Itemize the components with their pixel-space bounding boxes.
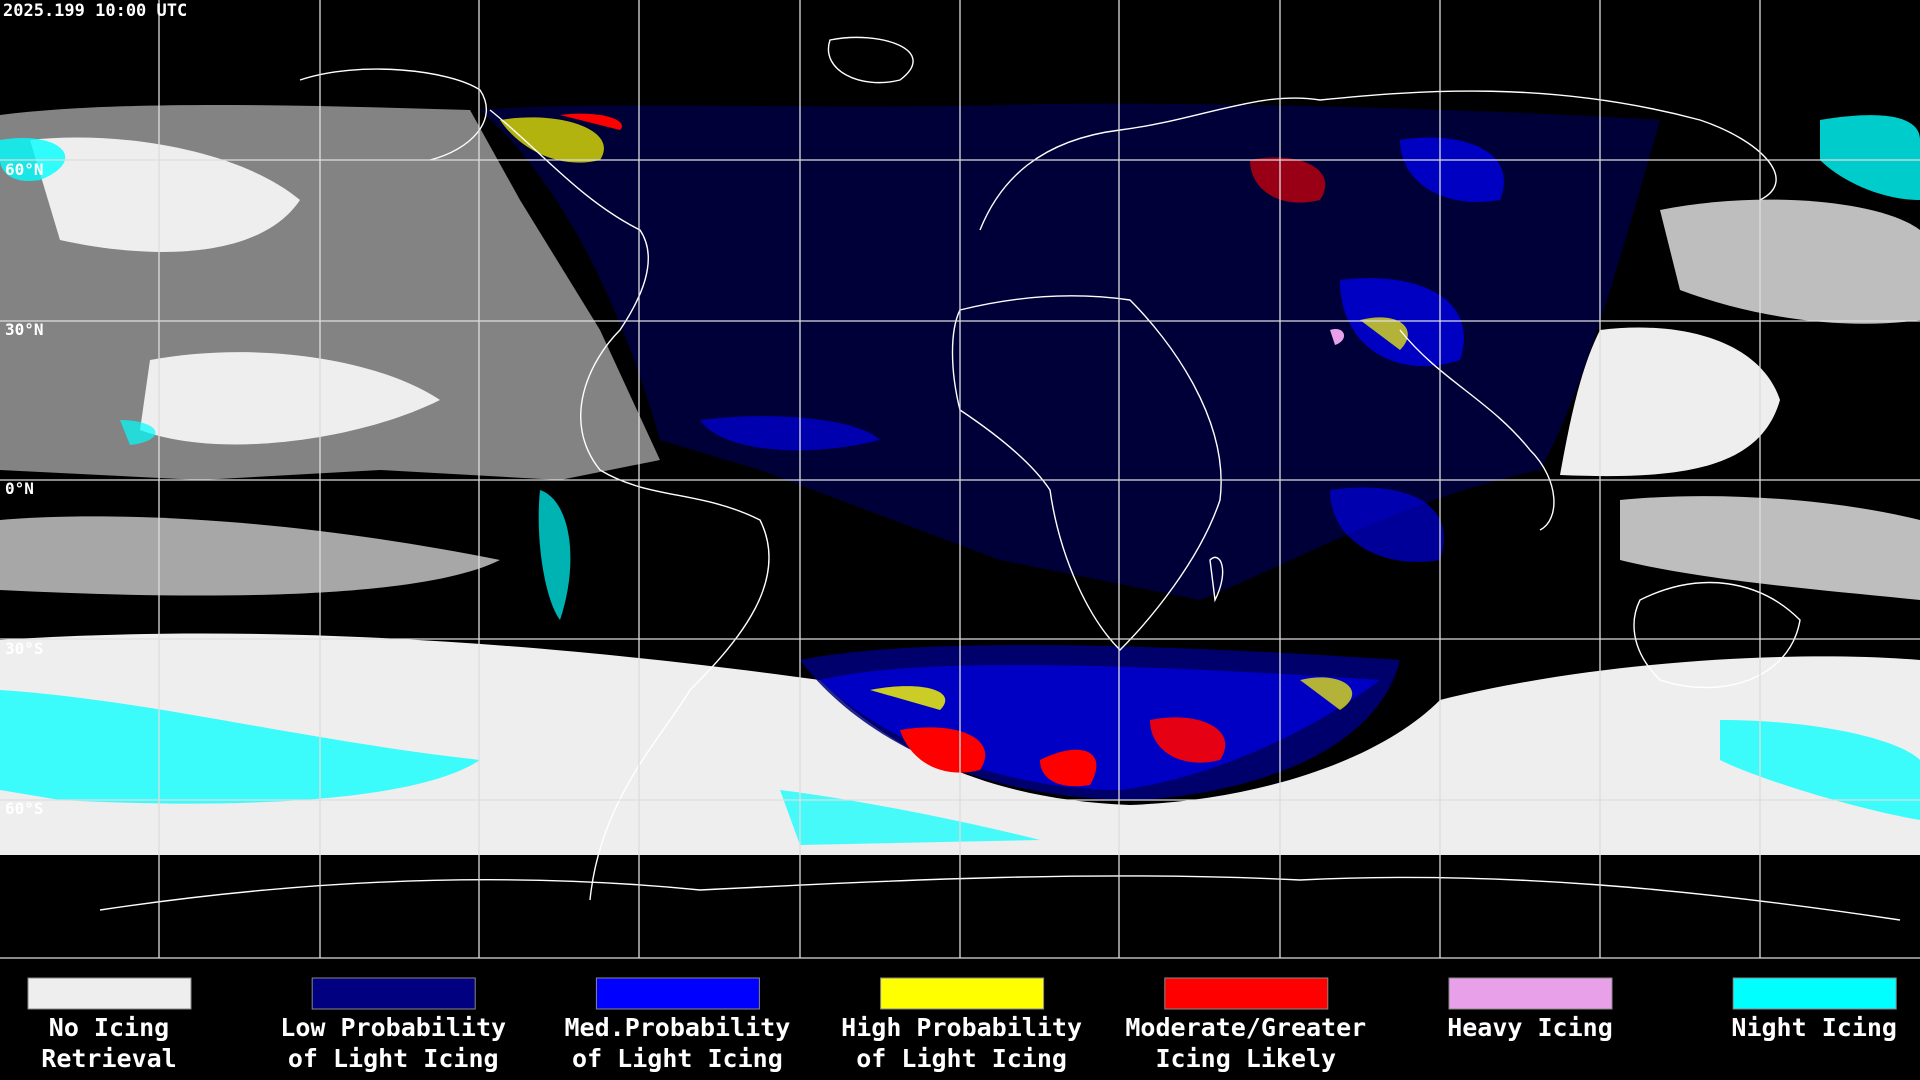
legend-swatch: [27, 977, 192, 1010]
legend-swatch: [1732, 977, 1897, 1010]
legend-label: of Light Icing: [288, 1044, 499, 1073]
legend-label: Moderate/Greater: [1125, 1013, 1366, 1042]
legend-label: Low Probability: [280, 1013, 506, 1042]
legend-swatch: [595, 977, 760, 1010]
legend-swatch: [311, 977, 476, 1010]
legend-swatch: [1448, 977, 1613, 1010]
legend-label: Med.Probability: [565, 1013, 791, 1042]
latitude-label: 60°N: [5, 160, 44, 179]
legend-label: Icing Likely: [1155, 1044, 1336, 1073]
latitude-label: 30°S: [5, 639, 44, 658]
latitude-label: 60°S: [5, 799, 44, 818]
legend-label: Heavy Icing: [1447, 1013, 1613, 1042]
legend-label: High Probability: [841, 1013, 1082, 1042]
latitude-label: 0°N: [5, 479, 34, 498]
graticule: [0, 0, 1920, 959]
latitude-labels: 60°N 30°N 0°N 30°S 60°S: [5, 160, 44, 818]
legend-label: No Icing: [49, 1013, 169, 1042]
legend-label: Retrieval: [41, 1044, 176, 1073]
legend-swatch: [880, 977, 1045, 1010]
legend-label: of Light Icing: [856, 1044, 1067, 1073]
legend-label: of Light Icing: [572, 1044, 783, 1073]
latitude-label: 30°N: [5, 320, 44, 339]
legend-swatch: [1164, 977, 1329, 1010]
legend-label: Night Icing: [1731, 1013, 1897, 1042]
timestamp: 2025.199 10:00 UTC: [3, 1, 187, 21]
